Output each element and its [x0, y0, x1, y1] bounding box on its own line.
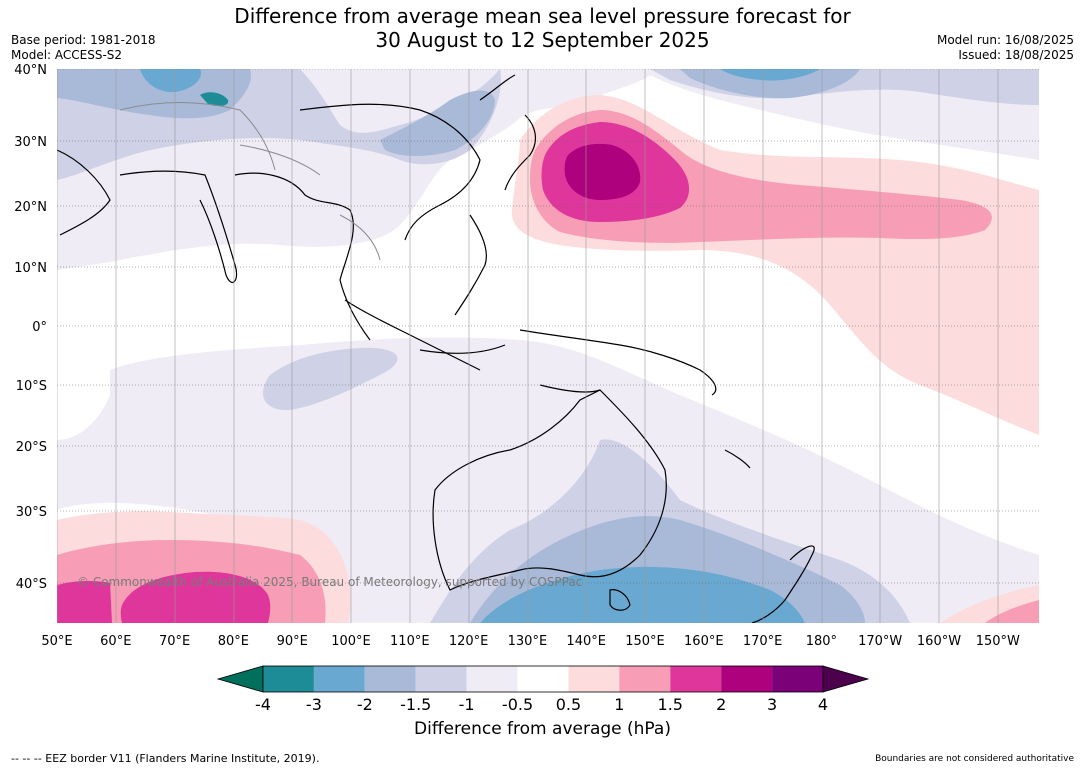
colorbar-boxes: [216, 665, 870, 693]
colorbar-tick-labels: -4 -3 -2 -1.5 -1 -0.5 0.5 1 1.5 2 3 4: [255, 695, 828, 714]
anomaly-region-strong-positive-south-indian: [57, 580, 112, 623]
colorbar-extend-low: [216, 665, 264, 693]
colorbar-box: [313, 666, 365, 692]
lat-label: 10°N: [14, 261, 47, 276]
lat-label: 40°N: [14, 63, 47, 78]
colorbar-title: Difference from average (hPa): [414, 719, 671, 739]
lon-label: 180°: [806, 634, 837, 649]
colorbar-box: [670, 666, 722, 692]
colorbar-tick-label: 3: [767, 695, 777, 714]
colorbar-box: [466, 666, 518, 692]
title-line-1: Difference from average mean sea level p…: [234, 4, 851, 28]
lat-label: 30°N: [14, 135, 47, 150]
model-info: Base period: 1981-2018 Model: ACCESS-S2: [11, 33, 156, 63]
lon-label: 170°W: [858, 634, 902, 649]
lon-label: 160°E: [684, 634, 724, 649]
lat-label: 20°S: [16, 440, 47, 455]
lat-label: 10°S: [16, 379, 47, 394]
meridians: [57, 69, 999, 623]
anomaly-region-extreme-negative-north: [200, 92, 229, 107]
anomaly-region-strong-negative-nw-pacific: [680, 69, 860, 99]
lon-label: 50°E: [41, 634, 72, 649]
issued-text: Issued: 18/08/2025: [958, 48, 1074, 62]
colorbar-box: [364, 666, 416, 692]
copyright-notice: © Commonwealth of Australia 2025, Bureau…: [77, 575, 583, 589]
anomaly-region-very-strong-positive-pacific: [564, 143, 641, 200]
lat-label: 20°N: [14, 200, 47, 215]
run-info: Model run: 16/08/2025 Issued: 18/08/2025: [937, 33, 1074, 63]
lon-label: 120°E: [449, 634, 489, 649]
lon-label: 90°E: [277, 634, 308, 649]
colorbar-tick-label: 1: [614, 695, 624, 714]
lat-label: 0°: [32, 320, 47, 335]
model-run-text: Model run: 16/08/2025: [936, 33, 1074, 47]
colorbar-tick-label: -0.5: [502, 695, 533, 714]
lat-label: 30°S: [16, 505, 47, 520]
boundaries-note: Boundaries are not considered authoritat…: [875, 754, 1074, 764]
lon-label: 150°W: [976, 634, 1020, 649]
colorbar-tick-label: -1: [459, 695, 475, 714]
colorbar-box: [619, 666, 671, 692]
title-line-2: 30 August to 12 September 2025: [375, 28, 710, 52]
longitude-labels: 50°E 60°E 70°E 80°E 90°E 100°E 110°E 120°E 130°E…: [41, 634, 1020, 649]
lon-label: 60°E: [100, 634, 131, 649]
anomaly-region-moderate-positive-southeast: [985, 600, 1039, 623]
lon-label: 150°E: [625, 634, 665, 649]
colorbar-tick-label: -4: [255, 695, 271, 714]
country-borders: [119, 102, 381, 261]
lat-label: 40°S: [16, 577, 47, 592]
lon-label: 160°W: [917, 634, 961, 649]
colorbar-tick-label: 2: [716, 695, 726, 714]
pressure-anomaly-field: [57, 69, 1039, 623]
coastlines: [57, 74, 815, 623]
map-panel: 40°N 30°N 20°N 10°N 0° 10°S 20°S 30°S 40°S 50°E 6…: [14, 63, 1039, 649]
colorbar-box: [263, 666, 314, 692]
colorbar-extend-high: [822, 665, 870, 693]
colorbar-tick-label: 1.5: [658, 695, 683, 714]
colorbar-tick-label: -1.5: [400, 695, 431, 714]
colorbar-box: [721, 666, 773, 692]
anomaly-region-very-strong-negative-north: [140, 69, 201, 93]
lon-label: 110°E: [390, 634, 430, 649]
model-text: Model: ACCESS-S2: [11, 48, 123, 62]
colorbar-tick-label: -2: [357, 695, 373, 714]
base-period-text: Base period: 1981-2018: [11, 33, 156, 47]
colorbar-tick-label: -3: [306, 695, 322, 714]
lon-label: 80°E: [218, 634, 249, 649]
colorbar-tick-label: 4: [818, 695, 828, 714]
eez-note: -- -- -- EEZ border V11 (Flanders Marine…: [11, 752, 320, 765]
anomaly-region-very-strong-negative-nw-pacific: [720, 69, 820, 81]
colorbar-tick-label: 0.5: [556, 695, 581, 714]
lon-label: 140°E: [566, 634, 606, 649]
colorbar-box: [772, 666, 823, 692]
colorbar-box: [568, 666, 620, 692]
map-title: Difference from average mean sea level p…: [0, 4, 1085, 52]
lon-label: 130°E: [508, 634, 548, 649]
anomaly-region-strong-positive-south-indian-2: [120, 571, 271, 623]
anomaly-region-very-strong-negative-australia: [480, 566, 805, 623]
colorbar-box: [415, 666, 467, 692]
latitude-labels: 40°N 30°N 20°N 10°N 0° 10°S 20°S 30°S 40°S: [14, 63, 47, 592]
lon-label: 70°E: [159, 634, 190, 649]
colorbar-box: [517, 666, 569, 692]
lon-label: 170°E: [743, 634, 783, 649]
anomaly-region-moderate-negative-indian: [262, 347, 398, 411]
anomaly-region-strong-negative-north: [57, 69, 251, 119]
colorbar-outline: [262, 665, 824, 693]
lon-label: 100°E: [331, 634, 371, 649]
